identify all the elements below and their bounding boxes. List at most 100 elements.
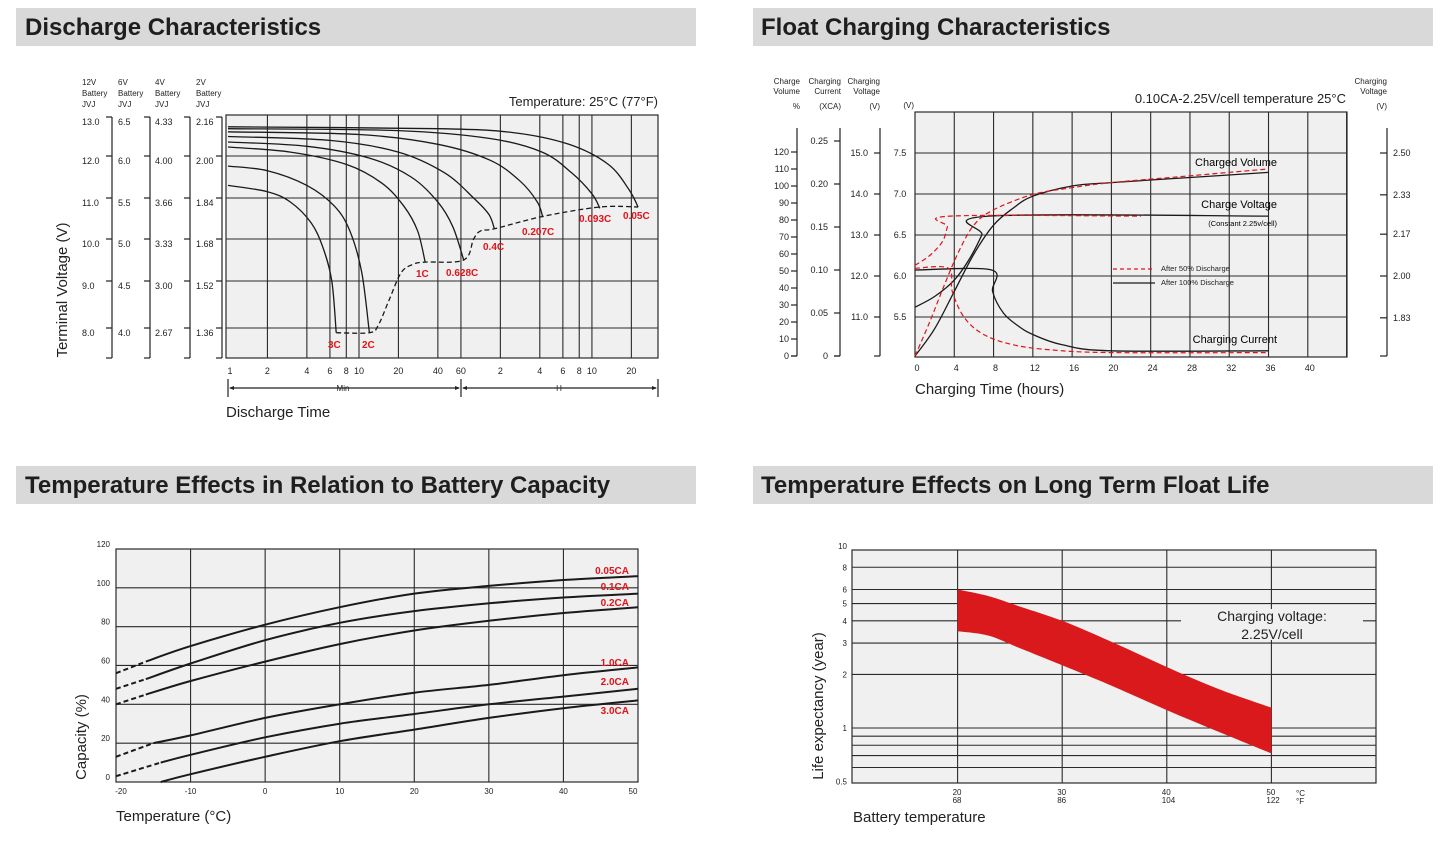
x-tick-label: 60 (456, 366, 466, 376)
y-tick-label: 1 (843, 724, 848, 733)
x-tick-label-c: 30 (1057, 788, 1066, 797)
x-tick-label: 4 (954, 363, 959, 373)
after-100-voltage_6v-curve (914, 214, 1269, 308)
temperature-note: Temperature: 25°C (77°F) (509, 94, 658, 109)
x-tick-label-f: 68 (953, 796, 962, 805)
rate-label: 2.0CA (601, 677, 629, 688)
section-title: Float Charging Characteristics (761, 14, 1110, 41)
y-tick-label: 60 (101, 656, 110, 665)
y-tick-label: 8.0 (82, 328, 95, 338)
charging-current-label: Charging Current (1193, 334, 1277, 346)
scale-header: Battery (118, 89, 143, 98)
axis-tick-label: 0 (823, 351, 828, 361)
section-title: Discharge Characteristics (25, 14, 321, 41)
discharge-curve-3C (227, 184, 337, 333)
scale-header: JVJ (155, 100, 168, 109)
axis-tick-label: 0.10 (810, 265, 828, 275)
fahrenheit-unit: °F (1296, 797, 1304, 806)
y-tick-label: 5 (843, 600, 848, 609)
chart-title: 0.10CA-2.25V/cell temperature 25°C (1135, 91, 1346, 106)
x-tick-label: 32 (1226, 363, 1236, 373)
after-50-current-curve (914, 265, 1269, 354)
annotation-line-2: 2.25V/cell (1241, 626, 1302, 642)
rate-label: 1C (416, 269, 429, 280)
y-tick-label: 1.84 (196, 198, 214, 208)
capacity-curve-3.0CA (160, 699, 639, 783)
x-tick-label-c: 40 (1162, 788, 1171, 797)
header-background (753, 466, 1433, 504)
life-expectancy-band (957, 589, 1272, 754)
grid (915, 112, 1348, 357)
y-tick-label: 6.5 (118, 117, 131, 127)
rate-label: 2C (362, 340, 375, 351)
axis-header: Voltage (1360, 87, 1387, 96)
x-tick-label: 10 (587, 366, 597, 376)
x-tick-label: 10 (335, 787, 344, 796)
axis-tick-label: 50 (779, 266, 789, 276)
x-tick-label-c: 50 (1266, 788, 1275, 797)
plot-area (225, 114, 659, 359)
section-title: Temperature Effects on Long Term Float L… (761, 472, 1270, 499)
extrapolated-segment-1.0CA (115, 742, 154, 758)
axis-header: Charging (809, 77, 841, 86)
x-tick-label: 24 (1148, 363, 1158, 373)
axis-header: Charging (1355, 77, 1387, 86)
x-tick-label-f: 122 (1266, 796, 1280, 805)
y-tick-label: 11.0 (82, 198, 99, 208)
x-tick-label: 20 (393, 366, 403, 376)
y-tick-label: 2.16 (196, 117, 214, 127)
y-tick-label: 13.0 (82, 117, 100, 127)
y-tick-label: 5.0 (118, 239, 131, 249)
rate-label: 0.1CA (601, 582, 629, 593)
float-charging-chart: 0.10CA-2.25V/cell temperature 25°C Charg… (773, 77, 1410, 398)
axis-tick-label: 60 (779, 249, 789, 259)
axis-tick-label: 15.0 (850, 148, 868, 158)
x-tick-label: 40 (433, 366, 443, 376)
axis-header: (XCA) (819, 102, 841, 111)
x-tick-label: -10 (185, 787, 197, 796)
after-50-voltage_6v-curve (914, 214, 1141, 266)
x-tick-label-f: 104 (1162, 796, 1176, 805)
y-tick-label: 3 (843, 639, 848, 648)
x-tick-label: 2 (265, 366, 270, 376)
chart-marks (957, 589, 1272, 754)
axis-tick-label: 120 (774, 147, 789, 157)
y-tick-label: 2.67 (155, 328, 173, 338)
x-tick-label: 40 (1305, 363, 1315, 373)
capacity-curve-2.0CA (160, 687, 639, 764)
y-tick-label: 10.0 (82, 239, 100, 249)
axis-tick-label: 0.05 (810, 308, 828, 318)
axis-header: (V) (903, 101, 914, 110)
rate-label: 0.4C (483, 242, 504, 253)
extrapolated-segment-0.1CA (115, 678, 147, 690)
axis-header: Voltage (853, 87, 880, 96)
scale-header: 12V (82, 78, 97, 87)
capacity-curve-0.1CA (145, 592, 639, 681)
rate-label: 0.2CA (601, 598, 629, 609)
chart-marks (914, 168, 1269, 357)
section-header-float: Float Charging Characteristics (753, 8, 1433, 46)
x-tick-label: 20 (626, 366, 636, 376)
axis-tick-label: 100 (774, 181, 789, 191)
charged-volume-label: Charged Volume (1195, 157, 1277, 169)
legend-label-50: After 50% Discharge (1161, 264, 1230, 273)
y-tick-label: 9.0 (82, 281, 95, 291)
after-100-volume-curve (914, 171, 1269, 357)
axis-header: Volume (773, 87, 800, 96)
discharge-curve-0.4C (227, 135, 496, 230)
y-tick-label: 6.0 (118, 156, 131, 166)
header-background (16, 8, 696, 46)
x-axis-label: Charging Time (hours) (915, 381, 1064, 398)
axis-tick-label: 12.0 (850, 271, 868, 281)
axis-header: % (793, 102, 800, 111)
y-tick-label: 4 (843, 617, 848, 626)
axis-tick-label: 2.50 (1393, 148, 1411, 158)
axis-tick-label: 2.33 (1393, 190, 1411, 200)
rate-label: 0.628C (446, 268, 478, 279)
y-tick-label: 2 (843, 670, 848, 679)
scale-header: Battery (82, 89, 107, 98)
axis-tick-label: 5.5 (894, 312, 907, 322)
scale-header: JVJ (196, 100, 209, 109)
legend: After 50% Discharge After 100% Discharge (1113, 264, 1234, 287)
x-tick-label: 16 (1069, 363, 1079, 373)
